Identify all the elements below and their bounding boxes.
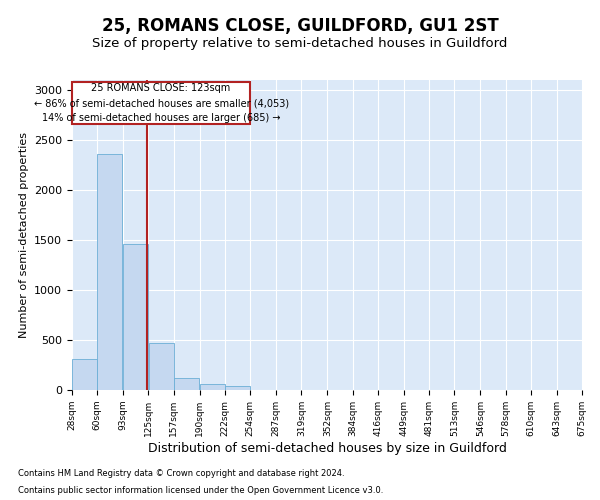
Text: Contains public sector information licensed under the Open Government Licence v3: Contains public sector information licen… xyxy=(18,486,383,495)
Bar xyxy=(124,244,148,390)
Bar xyxy=(149,342,173,390)
FancyBboxPatch shape xyxy=(72,82,250,124)
Bar xyxy=(200,384,225,390)
Bar xyxy=(72,359,97,390)
Bar xyxy=(97,154,122,390)
Bar xyxy=(174,378,199,390)
Text: 25 ROMANS CLOSE: 123sqm
← 86% of semi-detached houses are smaller (4,053)
14% of: 25 ROMANS CLOSE: 123sqm ← 86% of semi-de… xyxy=(34,83,289,123)
Y-axis label: Number of semi-detached properties: Number of semi-detached properties xyxy=(19,132,29,338)
Text: Size of property relative to semi-detached houses in Guildford: Size of property relative to semi-detach… xyxy=(92,38,508,51)
Bar xyxy=(225,386,250,390)
X-axis label: Distribution of semi-detached houses by size in Guildford: Distribution of semi-detached houses by … xyxy=(148,442,506,454)
Text: 25, ROMANS CLOSE, GUILDFORD, GU1 2ST: 25, ROMANS CLOSE, GUILDFORD, GU1 2ST xyxy=(101,18,499,36)
Text: Contains HM Land Registry data © Crown copyright and database right 2024.: Contains HM Land Registry data © Crown c… xyxy=(18,468,344,477)
